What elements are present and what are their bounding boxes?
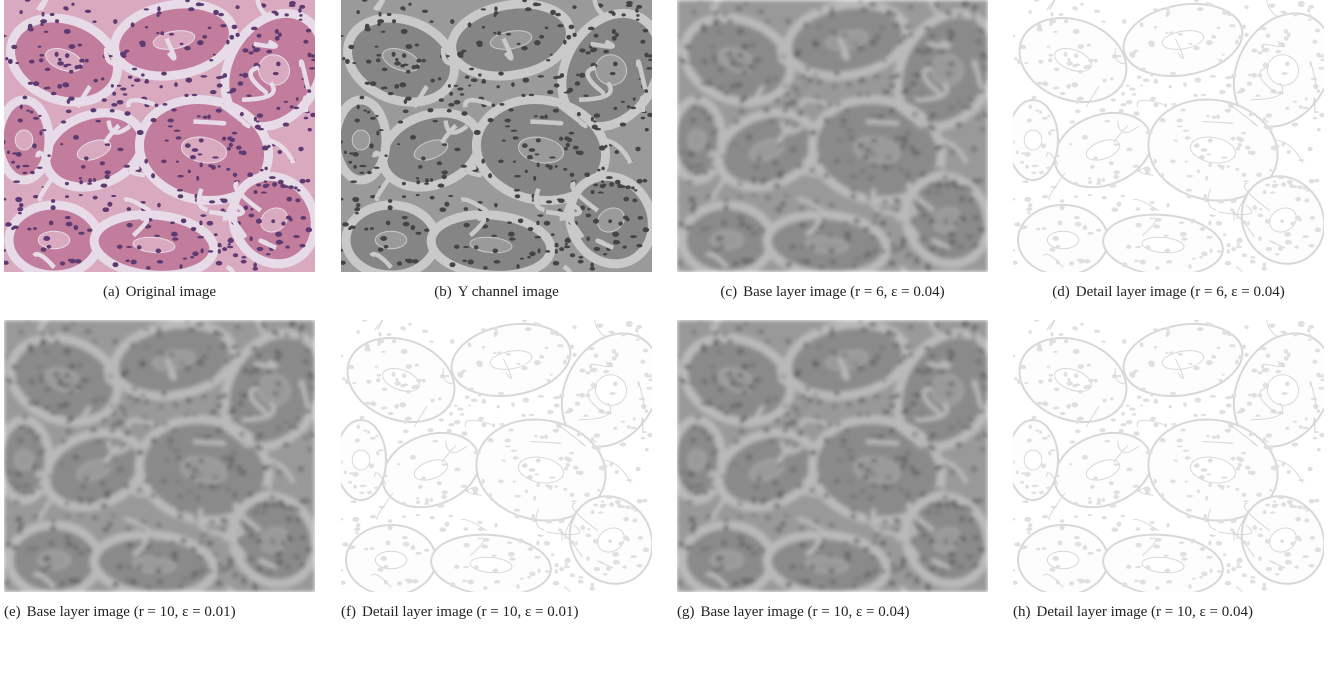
caption: (b) Y channel image bbox=[341, 282, 652, 302]
caption-label: (e) bbox=[4, 604, 21, 620]
page: (a) Original image (b) Y channel image (c) Ba… bbox=[0, 0, 1338, 686]
caption-label: (c) bbox=[720, 284, 737, 300]
caption-label: (a) bbox=[103, 284, 120, 300]
panel: (c) Base layer image (r = 6, ε = 0.04) bbox=[677, 0, 988, 302]
panel-image bbox=[1013, 320, 1324, 592]
caption: (f) Detail layer image (r = 10, ε = 0.01) bbox=[341, 602, 652, 622]
caption-text: Base layer image (r = 6, ε = 0.04) bbox=[743, 284, 945, 300]
caption-text: Detail layer image (r = 10, ε = 0.01) bbox=[362, 604, 578, 620]
caption-text: Detail layer image (r = 10, ε = 0.04) bbox=[1037, 604, 1253, 620]
caption-text: Original image bbox=[126, 284, 216, 300]
panel-image bbox=[341, 320, 652, 592]
panel: (h) Detail layer image (r = 10, ε = 0.04) bbox=[1013, 320, 1324, 622]
caption: (e) Base layer image (r = 10, ε = 0.01) bbox=[4, 602, 315, 622]
caption: (a) Original image bbox=[4, 282, 315, 302]
caption-label: (g) bbox=[677, 604, 695, 620]
caption-text: Detail layer image (r = 6, ε = 0.04) bbox=[1076, 284, 1285, 300]
panel-image bbox=[4, 0, 315, 272]
caption: (h) Detail layer image (r = 10, ε = 0.04) bbox=[1013, 602, 1324, 622]
caption-text: Y channel image bbox=[458, 284, 559, 300]
caption-label: (b) bbox=[434, 284, 452, 300]
panel-image bbox=[4, 320, 315, 592]
panel-image bbox=[677, 0, 988, 272]
panel-image bbox=[677, 320, 988, 592]
caption: (d) Detail layer image (r = 6, ε = 0.04) bbox=[1013, 282, 1324, 302]
panel: (g) Base layer image (r = 10, ε = 0.04) bbox=[677, 320, 988, 622]
caption-label: (h) bbox=[1013, 604, 1031, 620]
panel: (e) Base layer image (r = 10, ε = 0.01) bbox=[4, 320, 315, 622]
panel: (b) Y channel image bbox=[341, 0, 652, 302]
panel-image bbox=[1013, 0, 1324, 272]
caption-text: Base layer image (r = 10, ε = 0.04) bbox=[701, 604, 910, 620]
caption: (g) Base layer image (r = 10, ε = 0.04) bbox=[677, 602, 988, 622]
panel: (a) Original image bbox=[4, 0, 315, 302]
caption-label: (f) bbox=[341, 604, 356, 620]
panel-image bbox=[341, 0, 652, 272]
panel: (d) Detail layer image (r = 6, ε = 0.04) bbox=[1013, 0, 1324, 302]
caption-label: (d) bbox=[1052, 284, 1070, 300]
panel: (f) Detail layer image (r = 10, ε = 0.01) bbox=[341, 320, 652, 622]
caption: (c) Base layer image (r = 6, ε = 0.04) bbox=[677, 282, 988, 302]
caption-text: Base layer image (r = 10, ε = 0.01) bbox=[27, 604, 236, 620]
